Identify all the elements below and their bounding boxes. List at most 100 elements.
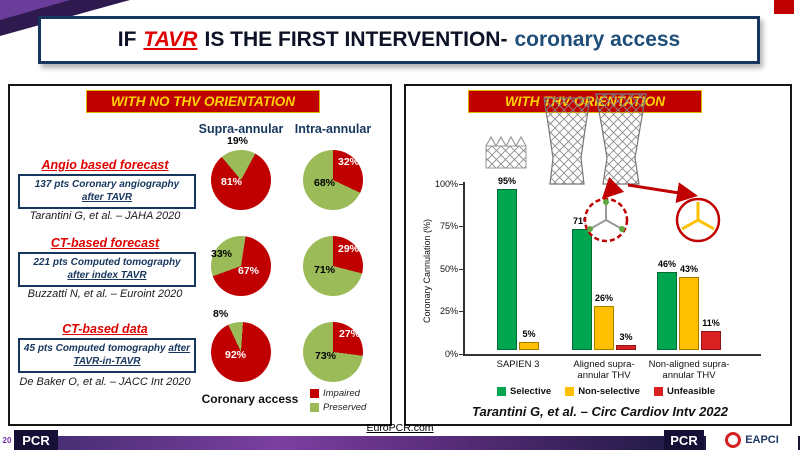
bar-value-label: 11% [702,318,720,329]
x-axis-line [463,354,761,356]
bar-aligned-nonselective: 26% [594,293,614,350]
footer-year: 20 [0,430,14,450]
column-header-intra-annular: Intra-annular [294,122,372,136]
study-box-text: 45 pts Computed tomography [23,343,166,354]
title-suffix: coronary access [514,28,681,51]
study-citation-ct-data: De Baker O, et al. – JACC Int 2020 [19,376,191,388]
bar-aligned-selective: 71% [572,216,592,350]
column-header-supra-annular: Supra-annular [198,122,284,136]
bar-sapien3-nonselective: 5% [519,329,539,350]
study-box-ct-forecast: 221 pts Computed tomography after index … [18,252,196,287]
y-tick-label: 100% [434,179,458,189]
footer-gradient-bar [0,436,800,450]
legend-swatch-unfeasible [653,387,663,396]
study-box-underlined: after index TAVR [67,269,147,281]
legend-item-selective: Selective [496,386,552,397]
legend-swatch-preserved [310,403,319,412]
study-box-ct-data: 45 pts Computed tomography after TAVR-in… [18,338,196,373]
eapci-ring-icon [725,432,742,448]
left-panel-banner: WITH NO THV ORIENTATION [86,90,320,113]
legend-label: Selective [509,386,552,397]
legend-item-preserved: Preserved [310,402,366,413]
x-category-sapien3: SAPIEN 3 [496,359,540,370]
legend-item-impaired: Impaired [310,388,366,399]
y-axis-tick [459,226,463,227]
right-panel-banner: WITH THV ORIENTATION [468,90,702,113]
bar-value-label: 43% [679,263,699,274]
pie-ct-forecast-intra: 29% 71% [303,236,363,296]
y-axis-tick [459,311,463,312]
bar-value-label: 26% [594,292,614,303]
study-box-text: 221 pts Computed tomography [33,257,181,268]
study-box-underlined: after TAVR [81,191,133,203]
y-axis-label: Coronary Cannulation (%) [422,218,432,324]
pie-label: 32% [337,156,359,168]
bar-value-label: 5% [522,328,536,339]
pie-label: 92% [225,349,247,361]
pie-label: 81% [221,176,243,188]
legend-swatch-impaired [310,389,319,398]
red-arrow-icon [627,182,698,204]
legend-item-nonselective: Non-selective [565,386,640,397]
pie-label: 67% [238,265,260,277]
bar-aligned-unfeasible: 3% [616,332,636,350]
legend-label: Preserved [323,402,367,413]
study-box-underlined: after TAVR-in-TAVR [73,343,191,367]
pie-label: 8% [213,308,229,320]
study-heading-ct-forecast: CT-based forecast [50,236,160,250]
bar-value-label: 3% [619,331,633,342]
legend-swatch-nonselective [565,387,575,396]
bar-value-label: 71% [572,216,592,227]
title-tavr: TAVR [143,28,198,51]
y-axis-tick [459,184,463,185]
pcr-logo-left: PCR [14,430,58,450]
bar-chart-legend: Selective Non-selective Unfeasible [446,386,766,397]
pie-label: 73% [315,350,337,362]
y-axis-tick [459,354,463,355]
y-tick-label: 50% [439,264,458,274]
pie-ct-data-supra: 8% 92% [211,308,271,382]
study-heading-ct-data: CT-based data [62,322,148,336]
surgical-valve-icon [485,135,527,169]
pie-angio-supra: 19% 81% [211,135,271,210]
corner-ribbon-purple [0,0,70,20]
legend-item-unfeasible: Unfeasible [653,386,715,397]
pie-label: 33% [211,248,233,260]
study-box-angio: 137 pts Coronary angiography after TAVR [18,174,196,209]
legend-label: Non-selective [578,386,640,397]
x-category-nonaligned: Non-aligned supra-annular THV [648,359,730,381]
pie-angio-intra: 32% 68% [303,150,363,210]
thv-orientation-panel: WITH THV ORIENTATION Coronary Cannulatio… [404,84,792,426]
eapci-label: EAPCI [745,434,779,446]
study-box-text: 137 pts Coronary angiography [34,179,180,190]
no-thv-orientation-panel: WITH NO THV ORIENTATION Supra-annular In… [8,84,392,426]
study-citation-ct-forecast: Buzzatti N, et al. – Euroint 2020 [27,288,183,300]
bar-value-label: 46% [657,258,677,269]
pie-label: 71% [314,264,336,276]
pie-label: 29% [337,243,359,255]
y-tick-label: 0% [444,349,458,359]
eapci-logo: EAPCI [706,430,798,450]
y-axis-line [463,182,465,354]
x-category-aligned: Aligned supra-annular THV [573,359,635,381]
europcr-link[interactable]: EuroPCR.com [366,422,434,434]
bar-value-label: 95% [497,175,517,186]
coronary-access-label: Coronary access [201,392,299,406]
y-tick-label: 25% [439,306,458,316]
pie-label: 68% [314,177,336,189]
pcr-logo-right: PCR [664,430,704,450]
pie-legend: Impaired Preserved [310,388,366,416]
pie-ct-data-intra: 27% 73% [303,322,363,382]
title-middle: IS THE FIRST INTERVENTION- [204,28,508,51]
red-arrow-icon [601,176,625,200]
title-prefix: IF [117,28,137,51]
study-citation-angio: Tarantini G, et al. – JAHA 2020 [29,210,181,222]
commissure-alignment-diagram-right [675,197,721,243]
bar-nonaligned-nonselective: 43% [679,264,699,350]
pie-label: 19% [227,135,249,147]
pie-label: 27% [338,328,360,340]
bar-nonaligned-unfeasible: 11% [701,318,721,350]
y-tick-label: 75% [439,221,458,231]
right-panel-citation: Tarantini G, et al. – Circ Cardiov Intv … [472,404,728,419]
